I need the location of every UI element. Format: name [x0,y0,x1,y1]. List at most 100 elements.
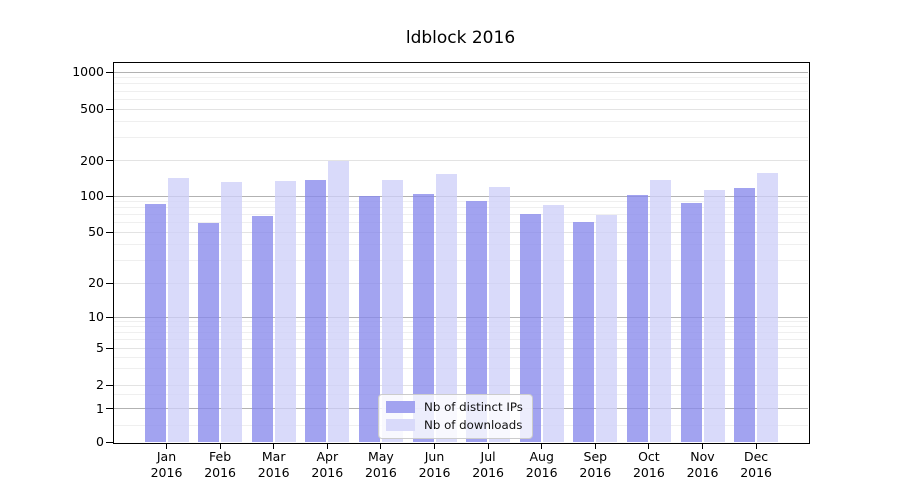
minor-gridline [114,83,808,85]
x-tick-label: Dec 2016 [740,449,772,480]
bar-downloads [328,160,350,442]
bar-distinct-ips [412,194,434,442]
minor-gridline [114,121,808,123]
legend-label-downloads: Nb of downloads [424,418,523,432]
x-tick [755,443,757,449]
y-tick-label: 0 [96,434,104,449]
y-tick [106,282,113,284]
bar-downloads [435,174,457,442]
y-tick [106,71,113,73]
legend-swatch-downloads [386,419,415,431]
legend-item-downloads: Nb of downloads [386,418,523,432]
bar-downloads [596,214,618,442]
bar-distinct-ips [251,216,273,442]
bar-downloads [489,187,511,442]
y-tick [106,408,113,409]
minor-gridline [114,243,808,245]
y-tick-label: 200 [80,152,104,168]
minor-gridline [114,137,808,139]
bar-distinct-ips [305,179,327,442]
major-gridline [114,384,808,386]
y-tick [106,347,113,349]
bar-distinct-ips [198,222,220,442]
bar-downloads [274,180,296,442]
legend: Nb of distinct IPs Nb of downloads [378,394,533,439]
y-tick-label: 500 [80,101,104,116]
x-tick [166,443,167,449]
bar-distinct-ips [466,201,488,442]
y-tick-label: 1 [96,400,104,416]
minor-gridline [114,339,808,341]
y-tick-label: 50 [88,224,104,239]
x-tick-label: Oct 2016 [632,449,665,480]
bar-distinct-ips [358,196,380,442]
x-tick [434,443,435,449]
minor-gridline [114,200,808,202]
y-tick-label: 100 [80,188,104,203]
minor-gridline [114,207,808,209]
minor-gridline [114,98,808,100]
bar-distinct-ips [519,213,541,442]
chart-title: ldblock 2016 [405,28,516,48]
bar-distinct-ips [144,204,166,442]
x-tick-label: Feb 2016 [204,449,236,480]
major-gridline [114,282,808,284]
y-tick [106,231,113,233]
major-gridline [114,316,808,318]
y-tick [106,195,113,197]
y-tick [106,108,113,110]
bar-distinct-ips [573,221,595,442]
bar-downloads [542,205,564,442]
minor-gridline [114,77,808,79]
x-tick [273,443,275,449]
x-tick-label: Jun 2016 [418,449,451,480]
legend-item-distinct-ips: Nb of distinct IPs [386,400,523,414]
y-tick [106,441,113,443]
y-tick [106,160,113,161]
bar-downloads [703,189,725,442]
legend-swatch-distinct-ips [386,401,415,413]
y-tick-label: 1000 [72,64,104,79]
major-gridline [114,108,808,110]
x-tick-label: Aug 2016 [525,449,558,480]
x-tick-label: Jul 2016 [472,449,504,480]
y-tick-label: 2 [96,377,104,392]
x-tick [487,443,489,449]
bar-downloads [649,179,671,442]
bar-distinct-ips [734,187,756,442]
minor-gridline [114,332,808,334]
minor-gridline [114,259,808,261]
x-tick [326,443,328,449]
y-tick-label: 10 [88,309,104,324]
major-gridline [114,160,808,161]
major-gridline [114,71,808,73]
minor-gridline [114,356,808,358]
major-gridline [114,195,808,197]
bar-distinct-ips [680,203,702,442]
x-tick [594,443,596,449]
x-tick-label: Nov 2016 [686,449,719,480]
bar-downloads [381,179,403,442]
x-tick-label: Apr 2016 [311,449,344,480]
minor-gridline [114,326,808,328]
x-tick-label: Mar 2016 [257,449,290,480]
legend-label-distinct-ips: Nb of distinct IPs [424,400,523,414]
x-tick-label: Jan 2016 [150,449,183,480]
x-tick-label: May 2016 [364,449,397,480]
x-tick [648,443,650,449]
x-tick [380,443,382,449]
minor-gridline [114,368,808,370]
bar-downloads [167,178,189,442]
bar-distinct-ips [626,194,648,442]
minor-gridline [114,222,808,224]
x-tick [541,443,543,449]
bar-downloads [757,173,779,442]
minor-gridline [114,90,808,92]
y-tick [106,316,113,318]
minor-gridline [114,321,808,323]
minor-gridline [114,214,808,216]
bar-downloads [221,182,243,442]
y-tick-label: 20 [88,275,104,290]
x-tick [702,443,703,449]
